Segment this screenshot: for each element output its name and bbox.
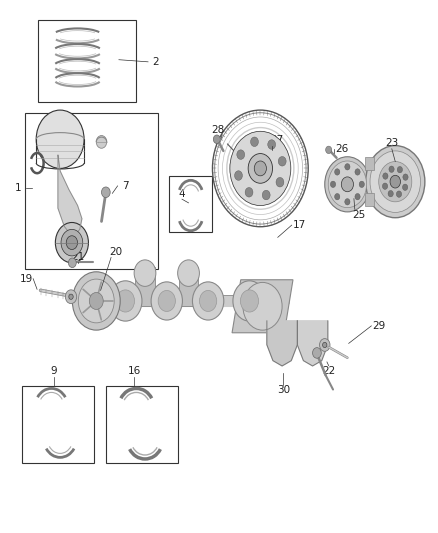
Text: 29: 29 xyxy=(373,321,386,331)
Circle shape xyxy=(213,135,220,143)
Circle shape xyxy=(178,260,199,286)
Bar xyxy=(365,157,374,170)
Bar xyxy=(169,176,212,232)
Circle shape xyxy=(328,161,367,208)
Circle shape xyxy=(235,171,242,180)
Polygon shape xyxy=(232,280,293,333)
Circle shape xyxy=(268,140,276,149)
Bar xyxy=(106,386,178,463)
Circle shape xyxy=(254,161,266,176)
Text: 4: 4 xyxy=(179,189,185,199)
Bar xyxy=(365,193,374,206)
Text: 7: 7 xyxy=(122,181,129,191)
Circle shape xyxy=(72,272,120,330)
Text: 16: 16 xyxy=(127,367,141,376)
Text: 30: 30 xyxy=(277,385,290,395)
Circle shape xyxy=(245,188,253,197)
Circle shape xyxy=(382,183,388,189)
Circle shape xyxy=(243,282,282,330)
Text: 22: 22 xyxy=(322,366,336,376)
Text: 21: 21 xyxy=(71,253,84,262)
Circle shape xyxy=(389,166,394,172)
Circle shape xyxy=(134,260,156,286)
Text: 28: 28 xyxy=(211,125,224,135)
Circle shape xyxy=(66,236,78,249)
Circle shape xyxy=(325,157,370,212)
Circle shape xyxy=(403,174,408,180)
Circle shape xyxy=(322,342,327,348)
Text: 9: 9 xyxy=(50,367,57,376)
Text: 23: 23 xyxy=(385,139,399,149)
Circle shape xyxy=(355,193,360,200)
Circle shape xyxy=(78,279,114,323)
Circle shape xyxy=(320,338,330,351)
Circle shape xyxy=(61,229,83,256)
Circle shape xyxy=(109,281,142,321)
Circle shape xyxy=(403,184,408,190)
Circle shape xyxy=(359,181,364,188)
Circle shape xyxy=(192,282,224,320)
Circle shape xyxy=(96,135,107,148)
Bar xyxy=(22,386,94,463)
Circle shape xyxy=(278,157,286,166)
Polygon shape xyxy=(267,321,297,366)
Circle shape xyxy=(345,199,350,205)
Text: 19: 19 xyxy=(20,273,33,284)
Circle shape xyxy=(330,181,336,188)
Circle shape xyxy=(89,293,103,310)
Bar xyxy=(25,113,158,269)
Circle shape xyxy=(69,294,73,300)
Polygon shape xyxy=(135,266,155,306)
Circle shape xyxy=(345,164,350,170)
Circle shape xyxy=(237,150,245,159)
Circle shape xyxy=(102,187,110,198)
Text: 26: 26 xyxy=(335,144,348,154)
Circle shape xyxy=(341,177,353,192)
Circle shape xyxy=(65,290,77,304)
Polygon shape xyxy=(58,155,82,237)
Circle shape xyxy=(335,169,340,175)
Circle shape xyxy=(117,290,134,312)
Circle shape xyxy=(230,131,291,206)
Circle shape xyxy=(248,154,272,183)
Circle shape xyxy=(36,110,84,168)
Circle shape xyxy=(233,281,266,321)
Circle shape xyxy=(325,146,332,154)
Circle shape xyxy=(199,290,217,311)
Circle shape xyxy=(313,348,321,358)
Circle shape xyxy=(262,190,270,200)
Text: 2: 2 xyxy=(152,57,159,67)
Text: 20: 20 xyxy=(109,247,122,257)
Circle shape xyxy=(158,290,175,311)
Circle shape xyxy=(335,193,340,200)
Circle shape xyxy=(55,222,88,263)
Text: 1: 1 xyxy=(14,183,21,193)
Text: 25: 25 xyxy=(353,209,366,220)
Circle shape xyxy=(68,258,76,268)
Circle shape xyxy=(355,169,360,175)
Circle shape xyxy=(276,177,284,187)
Circle shape xyxy=(366,146,425,217)
Circle shape xyxy=(396,191,402,197)
Circle shape xyxy=(388,190,393,197)
Circle shape xyxy=(390,175,400,188)
Polygon shape xyxy=(297,321,328,366)
Circle shape xyxy=(251,137,258,147)
Circle shape xyxy=(151,282,183,320)
Circle shape xyxy=(370,151,420,213)
Polygon shape xyxy=(179,266,198,306)
Circle shape xyxy=(240,290,258,312)
Text: 17: 17 xyxy=(293,220,306,230)
Circle shape xyxy=(379,161,412,202)
Bar xyxy=(39,20,136,102)
Circle shape xyxy=(383,173,388,179)
Text: 27: 27 xyxy=(270,135,283,146)
Circle shape xyxy=(397,166,403,173)
